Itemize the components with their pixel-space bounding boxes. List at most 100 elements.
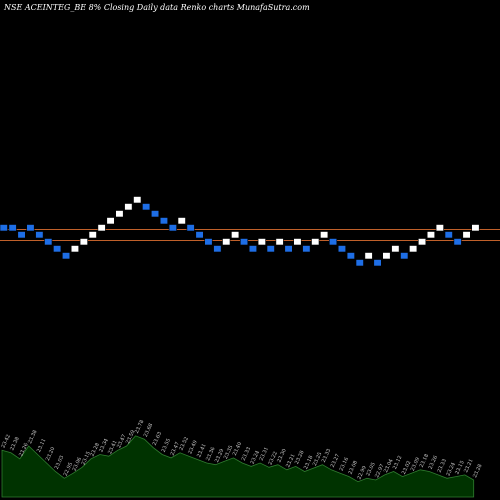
renko-brick — [266, 245, 275, 253]
volume-label: 23.18 — [303, 455, 314, 471]
volume-label: 23.28 — [89, 442, 100, 458]
volume-label: 23.33 — [321, 448, 332, 464]
renko-brick — [70, 245, 79, 253]
renko-brick — [204, 238, 213, 246]
renko-brick — [355, 259, 364, 267]
renko-brick — [364, 252, 373, 260]
renko-brick — [115, 210, 124, 218]
renko-brick — [213, 245, 222, 253]
volume-label: 23.49 — [187, 440, 198, 456]
volume-label: 23.21 — [285, 453, 296, 469]
volume-label: 23.16 — [339, 457, 350, 473]
renko-brick — [337, 245, 347, 253]
renko-brick — [44, 238, 53, 246]
volume-panel: 23.4223.3823.2623.3823.1123.2023.0322.95… — [0, 419, 484, 498]
volume-label: 23.47 — [169, 441, 180, 457]
volume-label: 23.05 — [365, 462, 376, 478]
volume-label: 23.27 — [330, 453, 341, 469]
renko-brick — [311, 238, 320, 246]
renko-brick — [417, 238, 427, 246]
volume-label: 23.33 — [241, 446, 252, 462]
volume-label: 22.97 — [374, 463, 385, 479]
renko-brick — [391, 245, 400, 253]
volume-label: 23.20 — [45, 446, 56, 462]
renko-brick — [453, 238, 462, 246]
renko-brick — [400, 252, 409, 260]
volume-label: 23.15 — [454, 460, 465, 476]
renko-brick — [17, 231, 26, 239]
volume-label: 23.47 — [116, 434, 127, 450]
renko-brick — [320, 231, 329, 239]
renko-brick — [302, 245, 311, 253]
volume-label: 23.41 — [107, 440, 118, 456]
volume-label: 23.25 — [312, 451, 323, 467]
renko-brick — [240, 238, 249, 246]
renko-brick — [231, 231, 240, 239]
volume-label: 23.26 — [428, 455, 439, 471]
renko-brick — [26, 224, 35, 232]
renko-brick — [373, 259, 382, 267]
volume-label: 23.38 — [27, 429, 38, 445]
renko-brick — [106, 217, 115, 225]
chart-title: NSE ACEINTEG_BE 8% Closing Daily data Re… — [3, 3, 310, 12]
renko-brick — [257, 238, 266, 246]
volume-label: 23.21 — [463, 458, 474, 474]
volume-label: 23.68 — [143, 423, 154, 439]
renko-brick — [471, 224, 480, 232]
volume-label: 22.95 — [63, 462, 74, 478]
renko-brick — [284, 245, 293, 253]
renko-brick — [142, 203, 151, 211]
renko-brick — [462, 231, 471, 239]
volume-label: 23.06 — [72, 457, 83, 473]
renko-brick — [293, 238, 302, 246]
renko-bricks — [0, 196, 480, 267]
volume-label: 23.31 — [258, 446, 269, 462]
renko-brick — [328, 238, 338, 246]
volume-label: 23.33 — [436, 458, 447, 474]
volume-label: 23.15 — [80, 451, 91, 467]
renko-brick — [133, 196, 142, 204]
volume-label: 23.78 — [134, 419, 145, 435]
volume-label: 23.40 — [232, 441, 243, 457]
renko-brick — [168, 224, 177, 232]
renko-brick — [195, 231, 204, 239]
renko-brick — [124, 203, 133, 211]
volume-label: 23.41 — [196, 443, 207, 459]
renko-brick — [88, 231, 97, 239]
renko-brick — [409, 245, 418, 253]
volume-label: 23.08 — [347, 460, 358, 476]
volume-label: 23.24 — [445, 462, 456, 478]
renko-brick — [444, 231, 453, 239]
volume-label: 23.63 — [152, 431, 163, 447]
volume-label: 23.35 — [223, 445, 234, 461]
renko-brick — [35, 231, 44, 239]
volume-label: 23.26 — [18, 442, 29, 458]
renko-brick — [79, 238, 88, 246]
volume-label: 23.28 — [472, 463, 483, 479]
renko-brick — [426, 231, 436, 239]
volume-label: 23.38 — [9, 436, 20, 452]
volume-label: 23.52 — [178, 436, 189, 452]
volume-label: 23.12 — [392, 455, 403, 471]
renko-brick — [346, 252, 355, 260]
volume-label: 23.03 — [54, 455, 65, 471]
volume-label: 23.42 — [0, 434, 11, 450]
renko-brick — [0, 224, 8, 232]
renko-brick — [151, 210, 160, 218]
volume-label: 23.36 — [205, 446, 216, 462]
volume-label: 23.28 — [294, 450, 305, 466]
volume-label: 22.99 — [356, 465, 367, 481]
renko-brick — [275, 238, 284, 246]
renko-brick — [177, 217, 186, 225]
volume-label: 23.34 — [98, 438, 109, 454]
volume-label: 23.02 — [401, 460, 412, 476]
volume-label: 23.04 — [383, 458, 394, 474]
renko-brick — [97, 224, 106, 232]
volume-label: 23.24 — [250, 450, 261, 466]
volume-area — [1, 435, 475, 498]
renko-brick — [222, 238, 231, 246]
renko-brick — [435, 224, 444, 232]
renko-brick — [186, 224, 195, 232]
volume-label: 23.59 — [125, 429, 136, 445]
